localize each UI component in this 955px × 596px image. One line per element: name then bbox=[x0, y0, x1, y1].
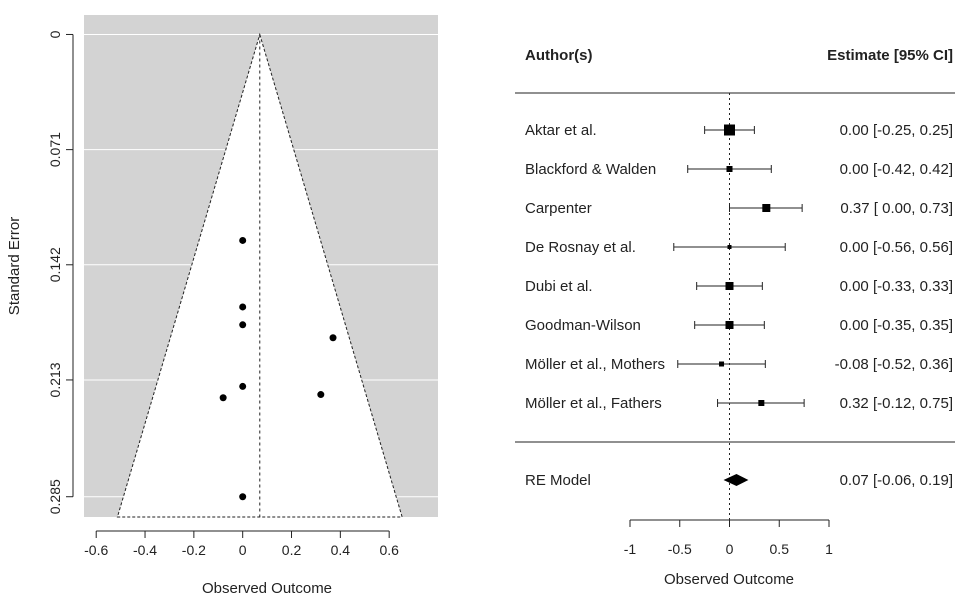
forest-x-tick-label: -0.5 bbox=[668, 541, 692, 557]
forest-summary-estimate: 0.07 [-0.06, 0.19] bbox=[840, 472, 953, 489]
funnel-x-tick-label: -0.6 bbox=[84, 542, 108, 558]
forest-study-estimate: 0.00 [-0.56, 0.56] bbox=[840, 239, 953, 256]
forest-study-estimate: 0.37 [ 0.00, 0.73] bbox=[840, 200, 953, 217]
funnel-point bbox=[239, 303, 246, 310]
forest-study-estimate: 0.00 [-0.25, 0.25] bbox=[840, 122, 953, 139]
forest-study-label: Möller et al., Fathers bbox=[525, 395, 662, 412]
funnel-x-tick-label: -0.2 bbox=[182, 542, 206, 558]
funnel-x-tick-label: 0.6 bbox=[379, 542, 399, 558]
forest-study-marker bbox=[726, 321, 734, 329]
forest-summary-diamond bbox=[724, 474, 749, 486]
funnel-x-tick-label: -0.4 bbox=[133, 542, 157, 558]
forest-study-label: Blackford & Walden bbox=[525, 161, 656, 178]
forest-study-estimate: 0.00 [-0.42, 0.42] bbox=[840, 161, 953, 178]
funnel-y-tick-label: 0.213 bbox=[47, 362, 63, 397]
forest-study-label: De Rosnay et al. bbox=[525, 239, 636, 256]
forest-x-axis-label: Observed Outcome bbox=[664, 571, 794, 588]
forest-x-tick-label: -1 bbox=[624, 541, 637, 557]
forest-study-marker bbox=[728, 245, 732, 249]
forest-study-label: Carpenter bbox=[525, 200, 592, 217]
forest-x-tick-label: 0 bbox=[726, 541, 734, 557]
forest-study-marker bbox=[724, 125, 735, 136]
forest-study-label: Dubi et al. bbox=[525, 278, 593, 295]
forest-study-label: Möller et al., Mothers bbox=[525, 356, 665, 373]
funnel-y-tick-label: 0.071 bbox=[47, 132, 63, 167]
funnel-x-tick-label: 0.2 bbox=[282, 542, 302, 558]
forest-header-author: Author(s) bbox=[525, 47, 593, 64]
forest-study-estimate: 0.00 [-0.35, 0.35] bbox=[840, 317, 953, 334]
forest-study-marker bbox=[758, 400, 764, 406]
funnel-x-tick-label: 0 bbox=[239, 542, 247, 558]
funnel-y-tick-label: 0.142 bbox=[47, 247, 63, 282]
funnel-y-axis-label: Standard Error bbox=[6, 217, 23, 315]
forest-study-estimate: 0.00 [-0.33, 0.33] bbox=[840, 278, 953, 295]
forest-study-marker bbox=[762, 204, 770, 212]
forest-header-estimate: Estimate [95% CI] bbox=[827, 47, 953, 64]
forest-study-marker bbox=[727, 166, 733, 172]
forest-study-marker bbox=[726, 282, 734, 290]
funnel-point bbox=[317, 391, 324, 398]
forest-summary: RE Model 0.07 [-0.06, 0.19] bbox=[525, 472, 953, 489]
funnel-x-axis: -0.6 -0.4 -0.2 0 0.2 0.4 0.6 bbox=[84, 531, 399, 558]
funnel-point bbox=[239, 383, 246, 390]
funnel-y-axis: 0 0.071 0.142 0.213 0.285 bbox=[47, 30, 73, 514]
forest-study-label: Aktar et al. bbox=[525, 122, 597, 139]
forest-x-tick-label: 1 bbox=[825, 541, 833, 557]
funnel-point bbox=[239, 237, 246, 244]
forest-study-estimate: 0.32 [-0.12, 0.75] bbox=[840, 395, 953, 412]
forest-rows: Aktar et al. 0.00 [-0.25, 0.25] Blackford … bbox=[525, 122, 953, 412]
funnel-y-tick-label: 0 bbox=[47, 30, 63, 38]
forest-study-marker bbox=[719, 362, 724, 367]
funnel-point bbox=[330, 334, 337, 341]
forest-study-estimate: -0.08 [-0.52, 0.36] bbox=[835, 356, 953, 373]
forest-x-tick-label: 0.5 bbox=[770, 541, 790, 557]
forest-plot: Author(s) Estimate [95% CI] Aktar et al.… bbox=[515, 47, 955, 588]
forest-summary-label: RE Model bbox=[525, 472, 591, 489]
funnel-plot: -0.6 -0.4 -0.2 0 0.2 0.4 0.6 00.0710.1420.2130… bbox=[6, 15, 438, 596]
funnel-point bbox=[239, 321, 246, 328]
funnel-point bbox=[239, 493, 246, 500]
funnel-y-tick-label: 0.285 bbox=[47, 479, 63, 514]
funnel-point bbox=[220, 394, 227, 401]
forest-study-label: Goodman-Wilson bbox=[525, 317, 641, 334]
forest-x-axis: -1 -0.5 0 0.5 1 bbox=[624, 520, 833, 557]
funnel-x-tick-label: 0.4 bbox=[331, 542, 351, 558]
funnel-x-axis-label: Observed Outcome bbox=[202, 580, 332, 596]
